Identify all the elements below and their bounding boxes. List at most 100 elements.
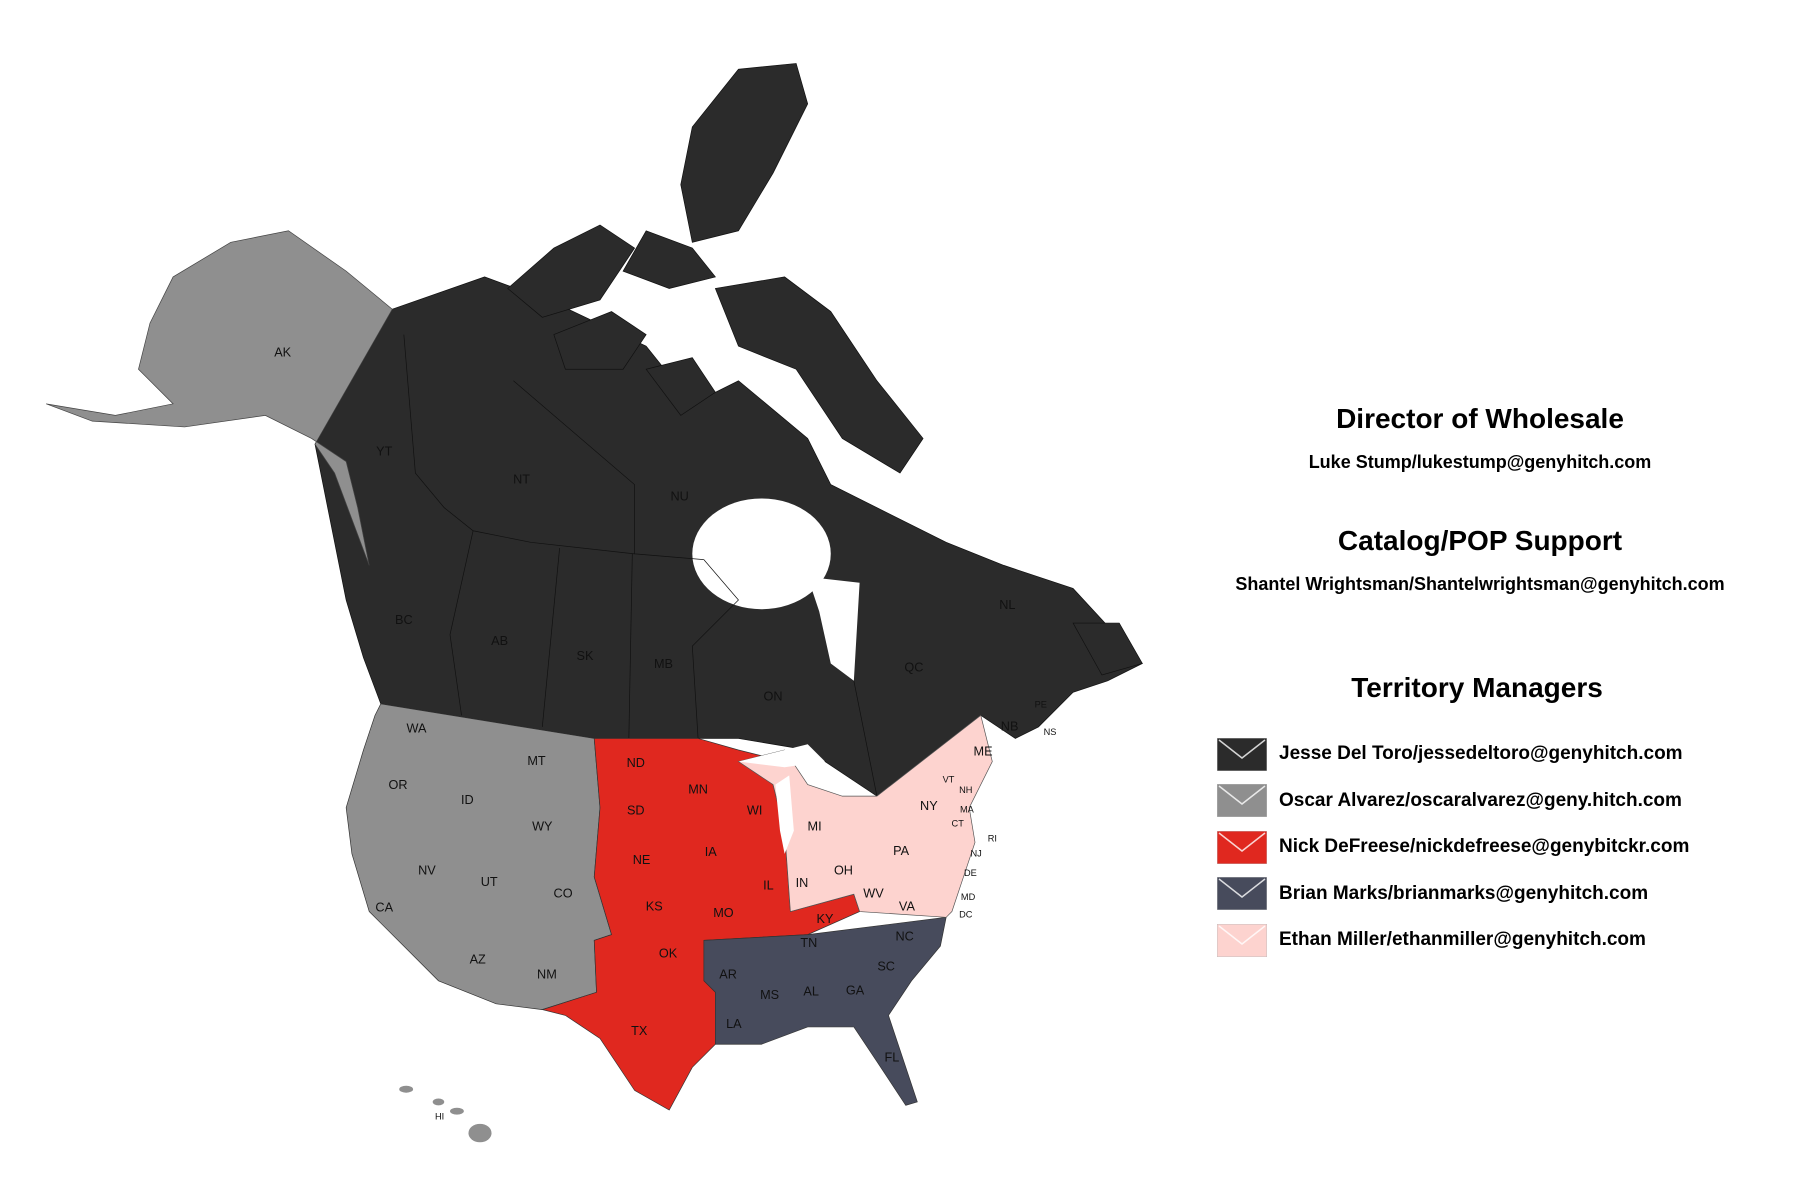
- manager-label[interactable]: Oscar Alvarez/oscaralvarez@geny.hitch.co…: [1279, 789, 1682, 811]
- region-southeast: [703, 916, 947, 1106]
- map-labels: AK YT NT NU BC AB SK MB ON QC NL PE NB NS WA MT OR ID WY NV…: [274, 345, 1056, 1121]
- arctic-island: [507, 224, 636, 318]
- region-label-ok: OK: [659, 947, 678, 961]
- region-label-oh: OH: [834, 864, 853, 878]
- region-label-hi: HI: [435, 1111, 444, 1121]
- region-label-me: ME: [974, 745, 993, 759]
- region-label-al: AL: [803, 985, 819, 999]
- region-label-de: DE: [964, 868, 977, 878]
- catalog-contact: Shantel Wrightsman/Shantelwrightsman@gen…: [1180, 574, 1780, 595]
- region-label-ma: MA: [960, 804, 975, 814]
- director-title: Director of Wholesale: [1336, 403, 1624, 434]
- region-label-wa: WA: [407, 722, 428, 736]
- legend-item: Ethan Miller/ethanmiller@genyhitch.com: [1217, 917, 1689, 964]
- region-label-ak: AK: [274, 345, 291, 359]
- region-label-ga: GA: [846, 984, 865, 998]
- region-label-sd: SD: [627, 804, 645, 818]
- region-label-dc: DC: [959, 909, 973, 919]
- region-label-wi: WI: [747, 804, 763, 818]
- james-bay: [807, 576, 860, 681]
- region-label-nv: NV: [418, 864, 436, 878]
- region-label-md: MD: [961, 892, 976, 902]
- region-label-nh: NH: [959, 785, 972, 795]
- envelope-icon: [1217, 784, 1267, 818]
- region-label-nb: NB: [1001, 719, 1019, 733]
- region-label-mo: MO: [713, 906, 734, 920]
- region-label-nm: NM: [537, 967, 557, 981]
- manager-label[interactable]: Jesse Del Toro/jessedeltoro@genyhitch.co…: [1279, 743, 1683, 765]
- manager-label[interactable]: Ethan Miller/ethanmiller@genyhitch.com: [1279, 929, 1646, 951]
- arctic-island: [714, 276, 924, 474]
- arctic-island: [622, 230, 716, 289]
- manager-label[interactable]: Nick DeFreese/nickdefreese@genybitckr.co…: [1279, 836, 1690, 858]
- region-label-ri: RI: [988, 833, 997, 843]
- province-borders: [403, 334, 878, 797]
- region-label-wv: WV: [863, 887, 884, 901]
- region-label-fl: FL: [885, 1050, 900, 1064]
- region-label-nd: ND: [627, 756, 645, 770]
- region-label-nu: NU: [670, 490, 688, 504]
- region-label-or: OR: [389, 778, 408, 792]
- region-label-mt: MT: [527, 754, 546, 768]
- region-label-on: ON: [764, 689, 783, 703]
- region-label-tx: TX: [631, 1024, 648, 1038]
- catalog-title: Catalog/POP Support: [1337, 525, 1623, 556]
- region-label-va: VA: [899, 899, 916, 913]
- envelope-icon: [1217, 737, 1267, 771]
- envelope-icon: [1217, 830, 1267, 864]
- region-label-ca: CA: [375, 900, 393, 914]
- director-contact: Luke Stump/lukestump@genyhitch.com: [1180, 452, 1780, 473]
- region-label-mn: MN: [688, 783, 708, 797]
- region-label-az: AZ: [470, 952, 486, 966]
- manager-label[interactable]: Brian Marks/brianmarks@genyhitch.com: [1279, 882, 1649, 904]
- region-alaska: [46, 230, 393, 566]
- legend-item: Oscar Alvarez/oscaralvarez@geny.hitch.co…: [1217, 778, 1689, 825]
- region-label-tn: TN: [800, 936, 817, 950]
- arctic-island: [1072, 622, 1143, 676]
- region-hawaii: [399, 1085, 492, 1143]
- envelope-icon: [1217, 923, 1267, 957]
- territory-managers-title: Territory Managers: [1351, 672, 1603, 703]
- region-label-ks: KS: [646, 899, 663, 913]
- region-label-nt: NT: [513, 472, 530, 486]
- region-label-ar: AR: [719, 967, 737, 981]
- arctic-island: [553, 311, 647, 370]
- region-label-bc: BC: [395, 613, 413, 627]
- region-label-wy: WY: [532, 820, 553, 834]
- arctic-island: [680, 63, 809, 243]
- region-canada: [314, 63, 1143, 797]
- region-label-mi: MI: [808, 820, 822, 834]
- region-label-nj: NJ: [971, 848, 982, 858]
- region-label-ky: KY: [817, 912, 834, 926]
- envelope-icon: [1217, 877, 1267, 911]
- region-label-nl: NL: [999, 598, 1015, 612]
- director-contact-text: Luke Stump/lukestump@genyhitch.com: [1308, 452, 1652, 472]
- legend-item: Nick DeFreese/nickdefreese@genybitckr.co…: [1217, 824, 1689, 871]
- legend-item: Jesse Del Toro/jessedeltoro@genyhitch.co…: [1217, 731, 1689, 778]
- region-label-id: ID: [461, 793, 474, 807]
- region-label-sc: SC: [877, 959, 895, 973]
- hudson-bay: [692, 498, 831, 610]
- region-label-ut: UT: [481, 875, 498, 889]
- region-label-ms: MS: [760, 988, 779, 1002]
- region-label-la: LA: [726, 1017, 742, 1031]
- region-label-ny: NY: [920, 799, 938, 813]
- region-label-in: IN: [796, 876, 809, 890]
- region-label-sk: SK: [577, 649, 594, 663]
- legend-item: Brian Marks/brianmarks@genyhitch.com: [1217, 871, 1689, 918]
- region-label-pe: PE: [1035, 699, 1047, 709]
- region-label-co: CO: [554, 887, 573, 901]
- region-label-vt: VT: [943, 774, 955, 784]
- region-label-ns: NS: [1044, 727, 1057, 737]
- region-label-pa: PA: [893, 844, 910, 858]
- region-label-ct: CT: [952, 818, 965, 828]
- region-label-ab: AB: [491, 634, 508, 648]
- lake-superior: [738, 744, 825, 768]
- region-label-il: IL: [763, 879, 774, 893]
- region-label-nc: NC: [895, 929, 913, 943]
- region-northeast: [737, 714, 993, 918]
- region-label-qc: QC: [904, 660, 923, 674]
- region-label-ne: NE: [633, 853, 651, 867]
- lake-michigan: [775, 775, 794, 854]
